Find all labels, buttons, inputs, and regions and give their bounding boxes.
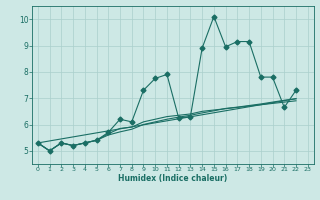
X-axis label: Humidex (Indice chaleur): Humidex (Indice chaleur) [118, 174, 228, 183]
